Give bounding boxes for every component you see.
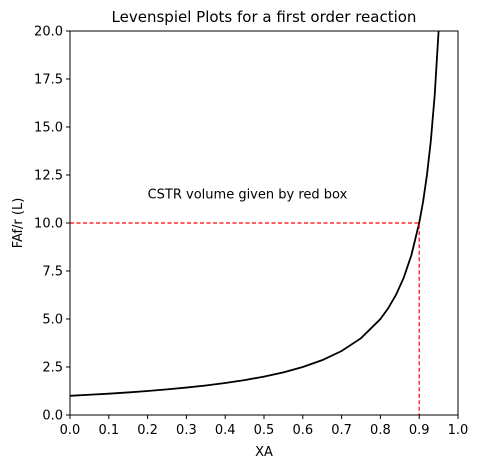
plot-area	[70, 31, 440, 415]
annotations: CSTR volume given by red box	[148, 188, 348, 203]
x-axis-ticks: 0.0 0.1 0.2 0.3 0.4 0.5 0.6 0.7 0.8 0.9 1.0	[60, 415, 469, 438]
y-tick-label: 10.0	[34, 217, 63, 232]
x-tick-label: 0.2	[137, 423, 158, 438]
y-axis-ticks: 0.0 2.5 5.0 7.5 10.0 12.5 15.0 17.5 20.0	[34, 25, 70, 424]
levenspiel-curve	[70, 31, 440, 397]
y-tick-label: 7.5	[42, 265, 63, 280]
x-tick-label: 0.5	[254, 423, 275, 438]
x-tick-label: 0.7	[331, 423, 352, 438]
x-axis-label: XA	[255, 445, 273, 460]
plot-frame	[69, 30, 459, 416]
x-tick-label: 1.0	[448, 423, 469, 438]
y-tick-label: 0.0	[42, 409, 63, 424]
y-tick-label: 15.0	[34, 121, 63, 136]
y-tick-label: 20.0	[34, 25, 63, 40]
y-tick-label: 5.0	[42, 313, 63, 328]
cstr-annotation: CSTR volume given by red box	[148, 188, 348, 203]
y-tick-label: 2.5	[42, 361, 63, 376]
x-tick-label: 0.8	[370, 423, 391, 438]
x-tick-label: 0.1	[98, 423, 119, 438]
cstr-box-line	[70, 222, 420, 415]
y-tick-label: 17.5	[34, 73, 63, 88]
y-axis-label: FAf/r (L)	[11, 198, 26, 249]
x-tick-label: 0.6	[292, 423, 313, 438]
y-tick-label: 12.5	[34, 169, 63, 184]
chart-title: Levenspiel Plots for a first order react…	[112, 8, 417, 26]
x-tick-label: 0.0	[60, 423, 81, 438]
x-tick-label: 0.9	[409, 423, 430, 438]
x-tick-label: 0.3	[176, 423, 197, 438]
x-tick-label: 0.4	[215, 423, 236, 438]
